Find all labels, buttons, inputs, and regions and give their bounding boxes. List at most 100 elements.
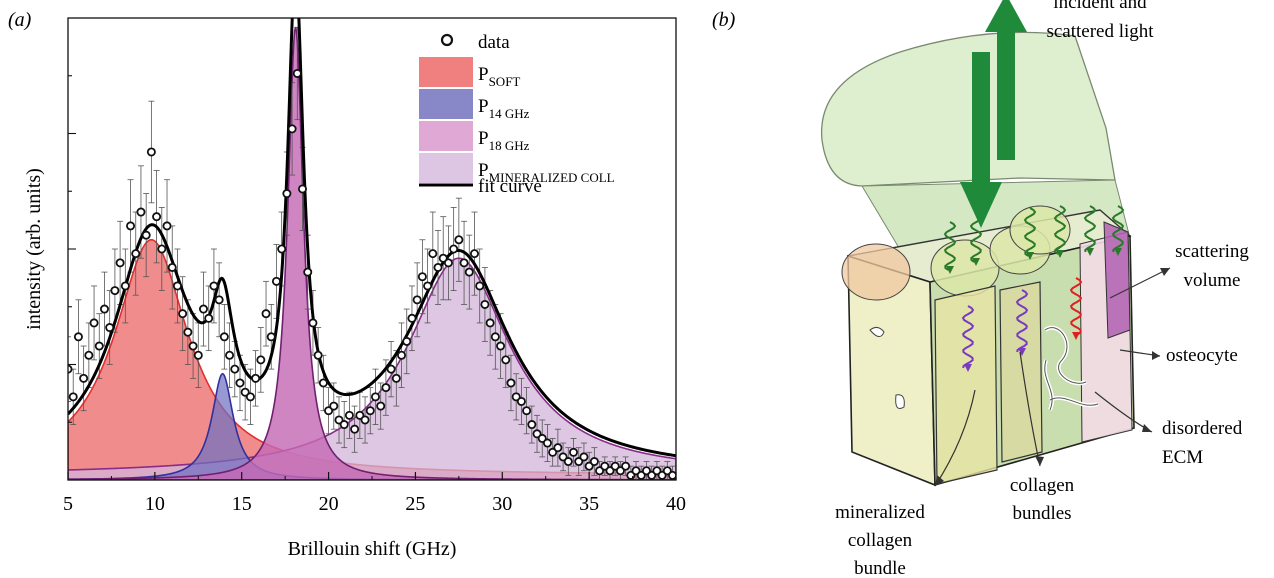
legend-label-mineralized: PMINERALIZED COLL — [478, 160, 615, 185]
data-point — [282, 189, 292, 199]
data-point — [225, 350, 235, 360]
legend-item-soft: PSOFT — [419, 57, 520, 89]
legend-label-p18: P18 GHz — [478, 128, 530, 153]
data-point — [370, 392, 380, 402]
data-point — [277, 244, 287, 254]
bundle-top-1 — [841, 243, 911, 301]
data-point — [271, 276, 281, 286]
data-point — [167, 262, 177, 272]
wave-head-1 — [972, 258, 980, 266]
wave-5 — [1111, 205, 1125, 253]
data-point — [178, 309, 188, 319]
label-incident-light-1: incident and — [1053, 0, 1147, 13]
data-point — [423, 281, 433, 291]
data-point — [152, 212, 162, 222]
data-point — [131, 249, 141, 259]
data-point — [146, 147, 156, 157]
data-point — [287, 124, 297, 134]
legend-label-p14: P14 GHz — [478, 96, 530, 121]
data-point — [188, 341, 198, 351]
wave-head-8 — [1072, 332, 1080, 340]
data-point — [412, 295, 422, 305]
label-disordered-1: disordered — [1162, 418, 1243, 439]
label-scattering-1: scattering — [1175, 241, 1249, 262]
fit-curve-layer — [68, 18, 676, 458]
legend-swatch-p14 — [419, 89, 473, 119]
label-incident-light-2: scattered light — [1046, 21, 1154, 42]
wave-head-7 — [1018, 348, 1026, 356]
data-point — [360, 415, 370, 425]
data-point — [449, 244, 459, 254]
panel-a-tag: (a) — [8, 9, 32, 31]
incident-arrow-shaft — [972, 52, 990, 187]
legend-item-mineralized: PMINERALIZED COLL — [419, 153, 615, 185]
data-point — [428, 249, 438, 259]
data-point — [475, 281, 485, 291]
data-point — [105, 323, 115, 333]
data-point — [162, 221, 172, 231]
mineralized-bundle-body — [934, 285, 998, 485]
incident-arrow-head — [960, 182, 1002, 228]
data-point — [407, 313, 417, 323]
data-point — [496, 341, 506, 351]
data-point — [303, 267, 313, 277]
fit-curve — [68, 18, 676, 458]
data-point — [381, 383, 391, 393]
legend-label-fit: fit curve — [478, 176, 542, 197]
data-point — [157, 244, 167, 254]
data-point — [454, 235, 464, 245]
arrowhead-collagen — [1035, 456, 1044, 466]
x-tick-label: 40 — [666, 493, 686, 515]
data-point — [141, 230, 151, 240]
data-point — [172, 281, 182, 291]
data-point — [298, 184, 308, 194]
wave-head-2 — [1026, 252, 1034, 260]
scattered-arrow-shaft — [997, 30, 1015, 160]
light-cone — [820, 31, 1116, 187]
panel-b-schematic: (b) — [712, 0, 1249, 578]
wave-3 — [1053, 205, 1067, 255]
label-scattering-2: volume — [1184, 270, 1241, 291]
legend-item-p18: P18 GHz — [419, 121, 530, 153]
label-mineralized-3: bundle — [854, 558, 906, 578]
x-tick-label: 15 — [232, 493, 252, 515]
legend-label-soft: PSOFT — [478, 64, 520, 89]
data-point — [464, 267, 474, 277]
data-point — [198, 304, 208, 314]
data-point — [292, 68, 302, 78]
ecm-channel-outline — [1044, 327, 1099, 411]
data-point — [433, 262, 443, 272]
annotation-arrowheads — [935, 268, 1170, 486]
label-mineralized-2: collagen — [848, 530, 913, 551]
wave-7 — [1015, 289, 1029, 353]
data-point — [621, 461, 631, 471]
data-point — [79, 373, 89, 383]
x-tick-label: 5 — [63, 493, 73, 515]
legend-item-p14: P14 GHz — [419, 89, 530, 121]
data-point — [110, 286, 120, 296]
collagen-bundle-body — [999, 281, 1043, 463]
y-axis-ticks — [68, 75, 76, 423]
data-point — [553, 443, 563, 453]
arrowhead-disordered — [1142, 424, 1152, 432]
wave-head-4 — [1086, 248, 1094, 256]
label-collagen-1: collagen — [1010, 475, 1075, 496]
pointer-mineralized-bundle — [934, 389, 976, 487]
x-axis-ticks: 5 10 15 20 25 30 35 40 — [63, 472, 686, 515]
label-collagen-2: bundles — [1012, 503, 1071, 524]
data-point — [261, 309, 271, 319]
legend-swatch-p18 — [419, 121, 473, 151]
data-point — [313, 350, 323, 360]
pointer-scattering-volume — [1109, 267, 1171, 299]
scattered-waves — [943, 205, 1125, 372]
panel-a-chart: (a) 5 10 15 20 25 30 35 40 Brillouin shift (GHz… — [8, 9, 686, 560]
data-point — [339, 420, 349, 430]
data-point — [204, 313, 214, 323]
label-osteocyte: osteocyte — [1166, 345, 1238, 366]
pointer-collagen-bundles — [1019, 351, 1041, 467]
data-point — [126, 221, 136, 231]
data-point — [251, 373, 261, 383]
data-point — [256, 355, 266, 365]
data-point — [318, 378, 328, 388]
